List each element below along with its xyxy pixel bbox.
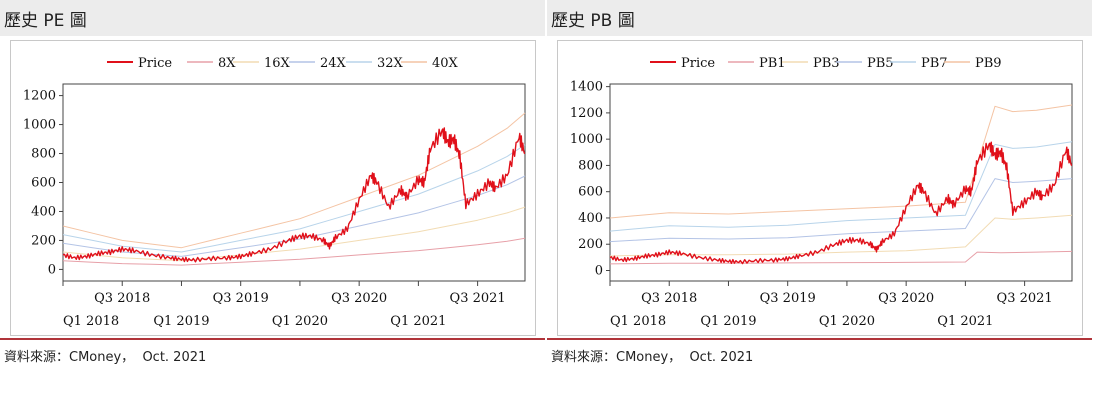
series-line-32x	[62, 144, 526, 253]
y-tick-label: 0	[48, 262, 56, 277]
legend-label-pb9: PB9	[975, 56, 1002, 71]
pb-panel: 歷史 PB 圖 Price PB1 PB3 PB5 PB7 PB9 0 200 400 600 80…	[547, 0, 1092, 417]
pb-chart-svg: Price PB1 PB3 PB5 PB7 PB9 0 200 400 600 800 1000 120…	[570, 56, 1073, 329]
x-tick-label-lower: Q1 2019	[700, 314, 756, 329]
legend-label-pb5: PB5	[867, 56, 894, 71]
legend-label-32x: 32X	[377, 56, 404, 71]
legend-label-pb7: PB7	[921, 56, 948, 71]
series-line-price	[62, 127, 526, 263]
x-tick-label-upper: Q3 2018	[94, 291, 150, 306]
y-tick-label: 400	[31, 204, 56, 219]
x-tick-label-lower: Q1 2020	[819, 314, 875, 329]
legend-label-pb1: PB1	[759, 56, 786, 71]
pb-chart: Price PB1 PB3 PB5 PB7 PB9 0 200 400 600 800 1000 120…	[557, 40, 1083, 336]
pe-divider	[0, 338, 545, 340]
plot-frame	[62, 83, 526, 282]
x-tick-label-upper: Q3 2018	[641, 291, 697, 306]
series-line-price	[609, 141, 1073, 265]
series-line-pb3	[609, 214, 1073, 257]
x-tick-label-upper: Q3 2019	[760, 291, 816, 306]
y-tick-label: 600	[31, 176, 56, 191]
x-tick-label-lower: Q1 2018	[63, 314, 119, 329]
y-tick-label: 1400	[570, 80, 603, 95]
series-line-16x	[62, 206, 526, 262]
legend-label-40x: 40X	[432, 56, 459, 71]
y-tick-label: 0	[595, 263, 603, 278]
pb-title: 歷史 PB 圖	[551, 11, 635, 31]
x-tick-label-upper: Q3 2021	[450, 291, 506, 306]
y-tick-label: 800	[31, 147, 56, 162]
y-tick-label: 1200	[570, 106, 603, 121]
x-tick-label-lower: Q1 2021	[937, 314, 993, 329]
pe-chart: Price 8X 16X 24X 32X 40X 0 200 400 600 800 1000 1200…	[10, 40, 536, 336]
y-tick-label: 400	[578, 211, 603, 226]
legend-label-24x: 24X	[320, 56, 347, 71]
pb-header: 歷史 PB 圖	[547, 0, 1092, 36]
pe-source: 資料來源：CMoney， Oct. 2021	[4, 350, 207, 365]
series-line-8x	[62, 237, 526, 266]
series-line-pb5	[609, 178, 1073, 243]
legend-label-price: Price	[138, 56, 172, 71]
legend-label-8x: 8X	[218, 56, 236, 71]
legend: Price PB1 PB3 PB5 PB7 PB9	[650, 56, 1002, 71]
x-tick-label-upper: Q3 2021	[997, 291, 1053, 306]
pe-panel: 歷史 PE 圖 Price 8X 16X 24X 32X 40X 0 200 400 600 800…	[0, 0, 545, 417]
series-line-24x	[62, 175, 526, 257]
pb-divider	[547, 338, 1092, 340]
y-tick-label: 600	[578, 185, 603, 200]
y-tick-label: 800	[578, 158, 603, 173]
legend-label-16x: 16X	[264, 56, 291, 71]
y-tick-label: 1000	[570, 132, 603, 147]
x-tick-label-upper: Q3 2019	[213, 291, 269, 306]
x-tick-label-upper: Q3 2020	[878, 291, 934, 306]
x-tick-label-lower: Q1 2019	[153, 314, 209, 329]
pe-chart-svg: Price 8X 16X 24X 32X 40X 0 200 400 600 800 1000 1200…	[23, 56, 526, 329]
pb-source: 資料來源：CMoney， Oct. 2021	[551, 350, 754, 365]
x-tick-label-upper: Q3 2020	[331, 291, 387, 306]
series-line-pb1	[609, 250, 1073, 265]
series-line-40x	[62, 112, 526, 249]
legend-label-price: Price	[681, 56, 715, 71]
legend-label-pb3: PB3	[813, 56, 840, 71]
pe-header: 歷史 PE 圖	[0, 0, 545, 36]
series-line-pb7	[609, 141, 1073, 232]
y-tick-label: 200	[578, 237, 603, 252]
y-tick-label: 1000	[23, 118, 56, 133]
pe-title: 歷史 PE 圖	[4, 11, 87, 31]
x-tick-label-lower: Q1 2018	[610, 314, 666, 329]
y-tick-label: 1200	[23, 89, 56, 104]
y-tick-label: 200	[31, 233, 56, 248]
x-tick-label-lower: Q1 2020	[272, 314, 328, 329]
legend: Price 8X 16X 24X 32X 40X	[107, 56, 459, 71]
plot-frame	[609, 83, 1073, 282]
x-tick-label-lower: Q1 2021	[390, 314, 446, 329]
